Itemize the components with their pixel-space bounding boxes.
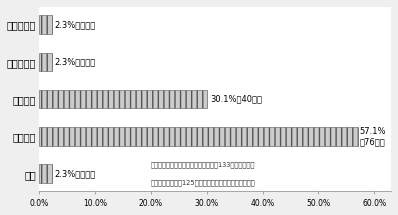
Text: （＊有効回答数（125件）内の平均委員数：３．３人）: （＊有効回答数（125件）内の平均委員数：３．３人） bbox=[151, 180, 256, 186]
Text: 2.3%（３件）: 2.3%（３件） bbox=[55, 57, 96, 66]
Text: 2.3%（３件）: 2.3%（３件） bbox=[55, 20, 96, 29]
Bar bbox=[39, 164, 52, 183]
Text: 30.1%（40件）: 30.1%（40件） bbox=[210, 95, 262, 104]
Bar bbox=[39, 53, 52, 71]
Text: （76件）: （76件） bbox=[360, 138, 386, 147]
Text: 57.1%: 57.1% bbox=[360, 127, 386, 136]
Bar bbox=[39, 15, 52, 34]
Text: 2.3%（３件）: 2.3%（３件） bbox=[55, 169, 96, 178]
Bar bbox=[39, 127, 358, 146]
Bar bbox=[39, 90, 207, 109]
Text: （地方障害者施策推進協議会設置済：133市区町村中）: （地方障害者施策推進協議会設置済：133市区町村中） bbox=[151, 161, 255, 168]
